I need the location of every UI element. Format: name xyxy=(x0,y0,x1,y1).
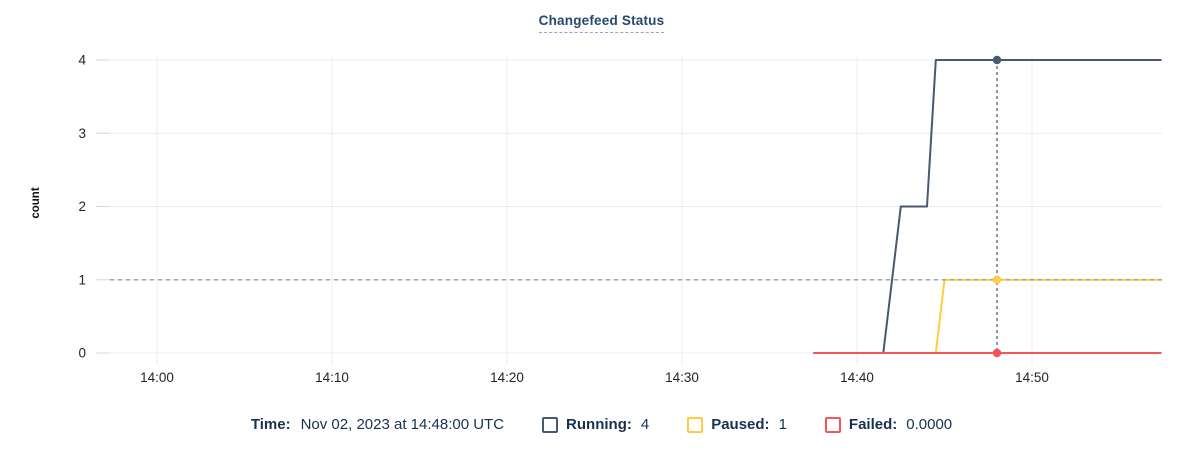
running-swatch xyxy=(542,416,559,433)
legend-item-value: 1 xyxy=(778,416,787,433)
legend-item-label: Running: xyxy=(566,416,632,433)
x-tick-label: 14:50 xyxy=(1015,370,1049,385)
y-tick-label: 4 xyxy=(78,53,86,68)
hover-legend: Time: Nov 02, 2023 at 14:48:00 UTC Runnin… xyxy=(0,416,1203,433)
legend-item-value: 4 xyxy=(640,416,650,433)
x-tick-label: 14:00 xyxy=(140,370,174,385)
chart-header: Changefeed Status xyxy=(0,12,1203,33)
legend-item-label: Paused: xyxy=(711,416,770,433)
x-tick-label: 14:20 xyxy=(490,370,524,385)
y-tick-label: 0 xyxy=(78,346,86,361)
y-tick-label: 3 xyxy=(78,126,86,141)
x-tick-label: 14:40 xyxy=(840,370,874,385)
y-tick-label: 2 xyxy=(78,199,86,214)
y-axis-label: count xyxy=(30,187,42,219)
crosshair-dot-running xyxy=(992,55,1002,65)
crosshair-dot-paused xyxy=(992,275,1002,284)
legend-item-label: Failed: xyxy=(848,416,898,433)
legend-item-failed[interactable]: Failed: 0.0000 xyxy=(824,416,953,433)
x-tick-label: 14:10 xyxy=(315,370,349,385)
series-line-paused xyxy=(813,278,1162,354)
legend-item-running[interactable]: Running: 4 xyxy=(542,416,649,433)
failed-swatch xyxy=(824,416,841,433)
legend-item-paused[interactable]: Paused: 1 xyxy=(687,416,787,433)
x-tick-label: 14:30 xyxy=(665,370,699,385)
y-tick-label: 1 xyxy=(78,272,86,287)
legend-time-value: Nov 02, 2023 at 14:48:00 UTC xyxy=(300,416,505,433)
legend-time: Time: Nov 02, 2023 at 14:48:00 UTC xyxy=(251,416,504,433)
legend-time-label: Time: xyxy=(250,416,291,433)
legend-item-value: 0.0000 xyxy=(906,416,953,433)
chart-title: Changefeed Status xyxy=(538,13,665,33)
crosshair-dot-failed xyxy=(992,348,1002,358)
paused-swatch xyxy=(687,416,704,433)
